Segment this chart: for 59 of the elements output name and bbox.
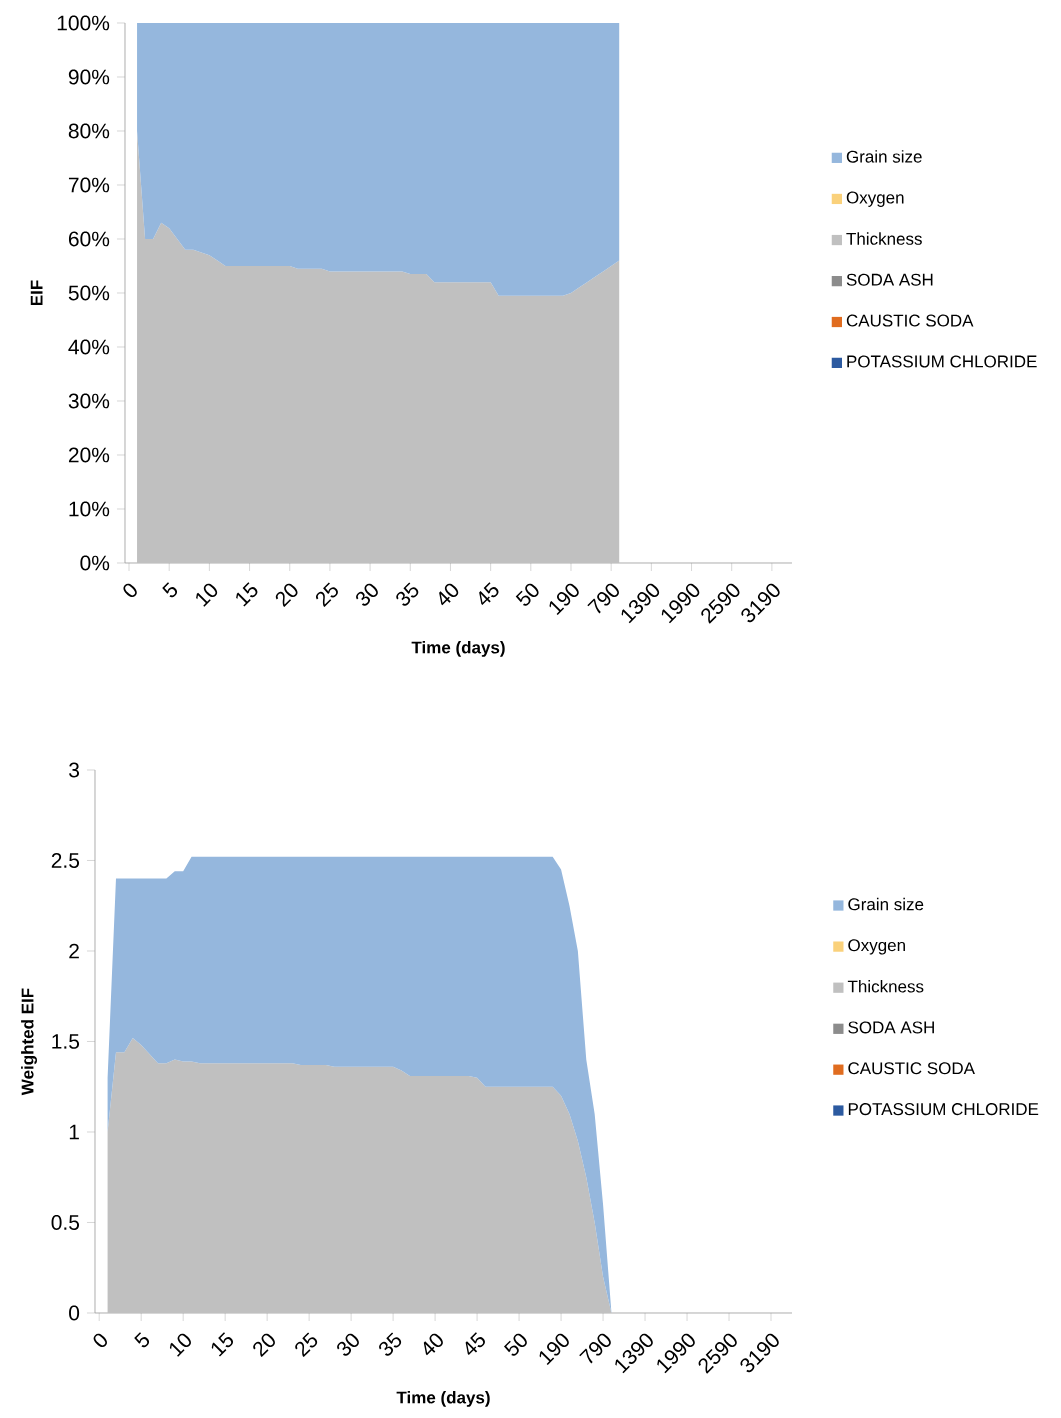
x-tick-label: 190 bbox=[549, 583, 579, 615]
x-tick-label: 35 bbox=[379, 1332, 402, 1356]
x-tick-label: 20 bbox=[275, 583, 298, 608]
x-tick-label: 790 bbox=[587, 583, 619, 614]
legend-label: Oxygen bbox=[848, 939, 905, 955]
x-tick-label: 25 bbox=[295, 1332, 318, 1358]
y-tick-label: 20% bbox=[68, 447, 110, 463]
legend-label: Thickness bbox=[846, 232, 922, 245]
y-tick-label: 90% bbox=[68, 69, 110, 85]
legend-label: Thickness bbox=[847, 980, 924, 993]
x-tick-label: 190 bbox=[539, 1333, 569, 1366]
x-tick-label: 30 bbox=[356, 583, 378, 606]
x-tick-label: 15 bbox=[236, 582, 258, 607]
x-tick-label: 50 bbox=[515, 583, 539, 606]
y-tick-label: 40% bbox=[68, 339, 110, 355]
legend-label: Oxygen bbox=[846, 191, 904, 207]
x-tick-label: 25 bbox=[315, 582, 338, 608]
x-tick-label: 10 bbox=[169, 1333, 191, 1357]
x-tick-label: 5 bbox=[162, 582, 178, 598]
legend-label: CAUSTIC SODA bbox=[848, 1062, 975, 1075]
legend-label: SODA ASH bbox=[846, 273, 933, 286]
x-tick-label: 40 bbox=[439, 583, 459, 606]
legend-label: Grain size bbox=[848, 897, 924, 911]
x-tick-label: 0 bbox=[123, 583, 137, 598]
y-tick-label: 30% bbox=[68, 393, 110, 409]
x-tick-label: 15 bbox=[211, 1332, 234, 1357]
y-tick-label: 1 bbox=[69, 1124, 79, 1140]
y-tick-label: 10% bbox=[69, 501, 110, 517]
x-tick-label: 35 bbox=[396, 582, 419, 606]
x-axis-title: Time (days) bbox=[411, 641, 505, 657]
y-tick-label: 100% bbox=[57, 15, 110, 31]
y-axis-title: Weighted EIF bbox=[21, 988, 38, 1096]
x-tick-label: 10 bbox=[196, 583, 218, 607]
x-tick-label: 50 bbox=[503, 1333, 527, 1356]
x-tick-label: 45 bbox=[465, 1332, 485, 1356]
legend-label: SODA ASH bbox=[848, 1021, 934, 1034]
y-tick-label: 70% bbox=[68, 177, 110, 193]
legend-label: CAUSTIC SODA bbox=[846, 314, 974, 327]
y-tick-label: 3 bbox=[69, 762, 80, 778]
x-tick-label: 45 bbox=[479, 582, 499, 606]
y-tick-label: 1.5 bbox=[52, 1034, 80, 1049]
y-tick-label: 2 bbox=[69, 943, 79, 959]
legend-label: POTASSIUM CHLORIDE bbox=[847, 355, 1037, 368]
y-tick-label: 0.5 bbox=[51, 1215, 80, 1230]
x-tick-label: 5 bbox=[134, 1332, 150, 1348]
y-tick-label: 2.5 bbox=[51, 853, 80, 868]
y-tick-label: 0 bbox=[69, 1305, 80, 1321]
x-tick-label: 20 bbox=[253, 1333, 275, 1358]
x-tick-label: 30 bbox=[337, 1333, 359, 1356]
legend-label: POTASSIUM CHLORIDE bbox=[848, 1103, 1039, 1116]
y-tick-label: 0% bbox=[80, 555, 110, 571]
y-tick-label: 60% bbox=[68, 231, 110, 247]
y-tick-label: 50% bbox=[68, 285, 110, 301]
x-tick-label: 790 bbox=[579, 1333, 611, 1364]
y-axis-title: EIF bbox=[30, 280, 43, 306]
y-tick-label: 80% bbox=[68, 123, 110, 139]
x-axis-title: Time (days) bbox=[396, 1391, 490, 1407]
legend-label: Grain size bbox=[846, 150, 922, 163]
x-tick-label: 40 bbox=[423, 1333, 443, 1356]
